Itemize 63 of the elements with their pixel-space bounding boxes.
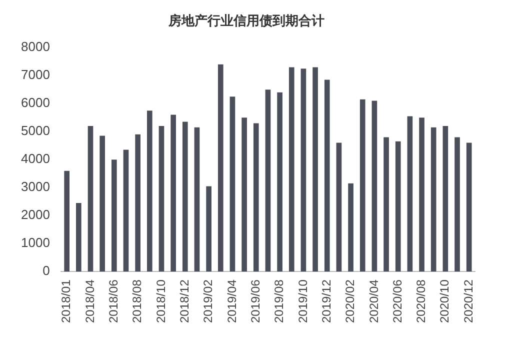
bar: [146, 110, 152, 272]
x-tick-label: 2018/08: [130, 279, 144, 324]
bar: [430, 127, 436, 272]
bar: [100, 136, 105, 272]
bar: [182, 122, 188, 272]
bar: [442, 126, 448, 272]
x-tick-label: 2020/06: [390, 279, 404, 324]
bar: [407, 116, 413, 272]
bar: [466, 142, 472, 272]
y-tick-label: 3000: [21, 179, 50, 194]
bar: [135, 134, 140, 272]
x-tick-label: 2019/06: [248, 279, 262, 324]
bar: [360, 99, 366, 272]
bar: [312, 67, 318, 272]
x-tick-label: 2018/01: [59, 279, 74, 324]
bar: [206, 186, 212, 272]
x-tick-label: 2019/12: [319, 279, 334, 324]
bar: [395, 141, 401, 272]
y-tick-label: 2000: [21, 207, 50, 222]
bar: [76, 203, 82, 272]
x-tick-label: 2020/08: [414, 279, 428, 324]
bar: [218, 64, 224, 272]
bar: [88, 126, 94, 272]
bar: [324, 80, 330, 272]
bar: [348, 183, 354, 272]
y-tick-label: 4000: [21, 151, 50, 166]
x-tick-label: 2019/10: [296, 279, 310, 324]
x-tick-label: 2020/10: [438, 279, 452, 324]
x-tick-label: 2018/06: [106, 279, 120, 324]
bar: [253, 123, 259, 272]
y-tick-label: 0: [42, 263, 50, 278]
y-tick-label: 5000: [21, 123, 50, 138]
y-tick-label: 1000: [21, 235, 50, 250]
bar: [336, 142, 342, 272]
x-tick-label: 2019/08: [272, 279, 286, 324]
bar: [288, 67, 294, 272]
bar: [300, 68, 306, 272]
x-tick-label: 2019/02: [201, 279, 216, 324]
bar: [242, 118, 247, 272]
bar: [384, 137, 389, 272]
bar: [265, 90, 271, 272]
bar: [170, 114, 176, 272]
bar: [194, 127, 200, 272]
bar: [230, 96, 236, 272]
bar: [454, 137, 460, 272]
x-tick-label: 2020/04: [366, 279, 381, 324]
chart-title: 房地产行业信用债到期合计: [168, 13, 324, 30]
bar: [111, 160, 117, 272]
x-tick-label: 2020/02: [343, 279, 358, 324]
y-tick-label: 6000: [21, 95, 50, 110]
x-tick-label: 2019/04: [224, 279, 239, 324]
bar: [123, 150, 129, 272]
y-tick-label: 8000: [21, 39, 50, 54]
x-tick-label: 2018/12: [177, 279, 192, 324]
bar: [64, 170, 70, 272]
x-tick-label: 2018/04: [82, 279, 97, 324]
x-tick-label: 2018/10: [154, 279, 168, 324]
bar: [419, 118, 424, 272]
bar: [372, 100, 378, 272]
bar: [277, 92, 282, 272]
x-tick-label: 2020/12: [461, 279, 476, 324]
bar: [158, 126, 164, 272]
y-tick-label: 7000: [21, 67, 50, 82]
